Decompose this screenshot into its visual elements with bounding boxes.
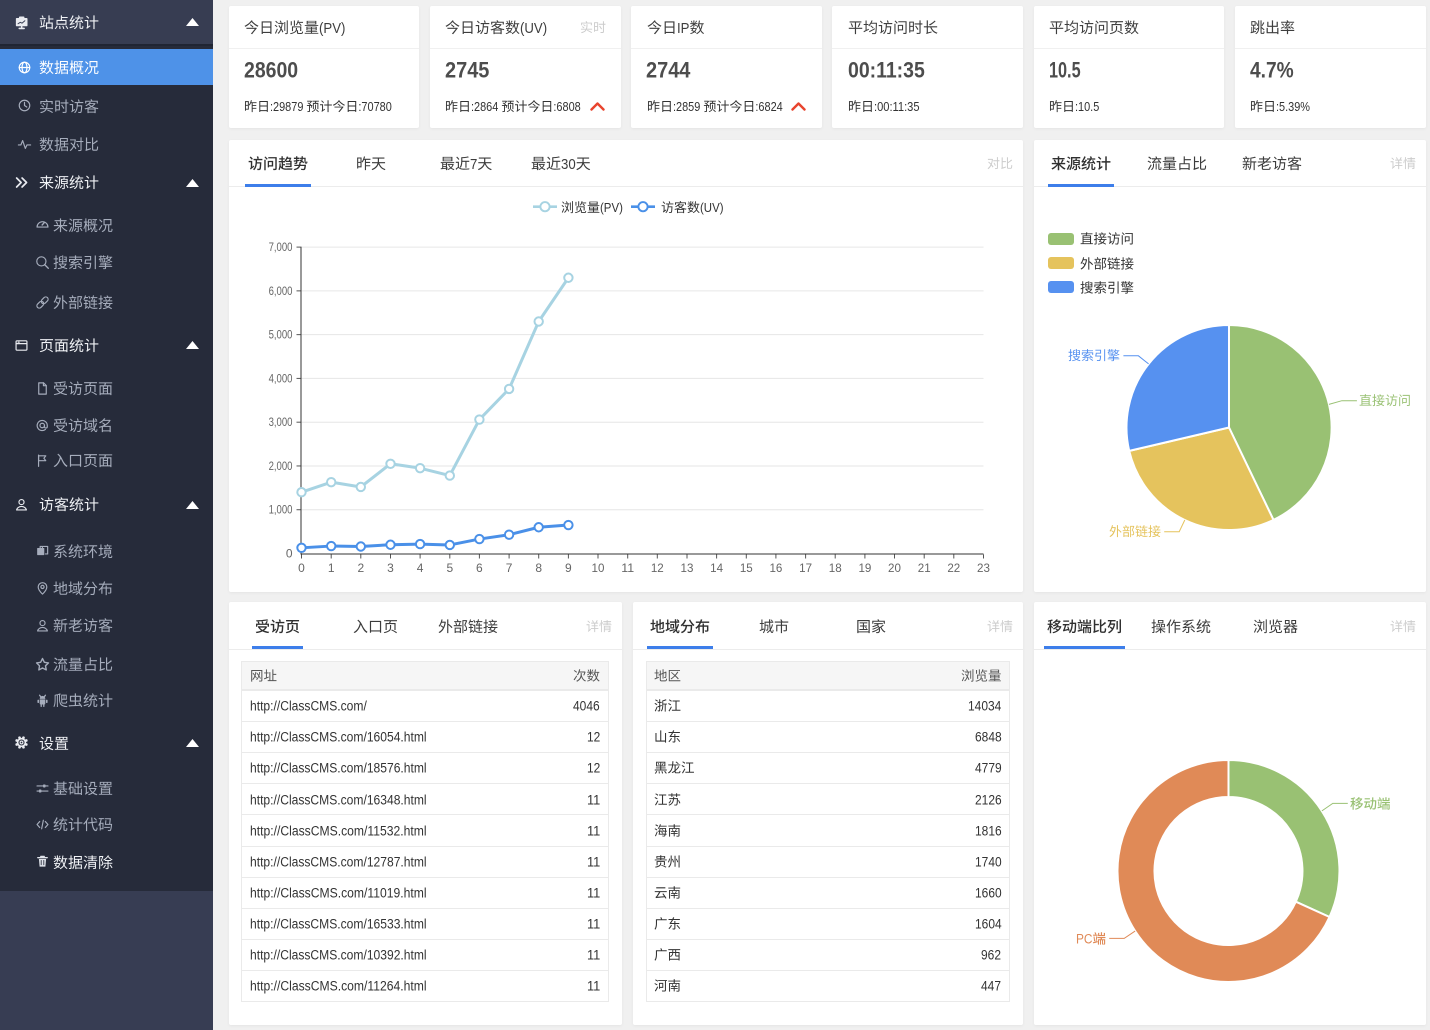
svg-text:2744: 2744 bbox=[646, 58, 691, 83]
svg-text:12: 12 bbox=[587, 761, 600, 776]
svg-text::70780: :70780 bbox=[358, 99, 391, 114]
svg-text::2859: :2859 bbox=[673, 99, 703, 114]
svg-text:11: 11 bbox=[621, 561, 634, 575]
svg-text::6824: :6824 bbox=[755, 99, 782, 114]
svg-text:20: 20 bbox=[888, 561, 901, 575]
svg-text:2,000: 2,000 bbox=[268, 458, 292, 472]
svg-text:IP: IP bbox=[677, 20, 689, 37]
svg-text:14: 14 bbox=[710, 561, 723, 575]
svg-text::2864: :2864 bbox=[471, 99, 501, 114]
svg-text:2126: 2126 bbox=[975, 792, 1002, 807]
svg-text:0: 0 bbox=[298, 561, 305, 575]
svg-text::5.39%: :5.39% bbox=[1276, 99, 1310, 114]
svg-text:11: 11 bbox=[587, 792, 600, 807]
svg-text:19: 19 bbox=[858, 561, 871, 575]
svg-text:4779: 4779 bbox=[975, 761, 1002, 776]
svg-text:6: 6 bbox=[476, 561, 483, 575]
svg-text:PC: PC bbox=[1076, 931, 1093, 946]
svg-text:http://ClassCMS.com/18576.html: http://ClassCMS.com/18576.html bbox=[250, 761, 427, 776]
svg-text:16: 16 bbox=[769, 561, 782, 575]
svg-text:23: 23 bbox=[977, 561, 990, 575]
svg-text:7,000: 7,000 bbox=[268, 240, 292, 254]
svg-text:12: 12 bbox=[650, 561, 663, 575]
svg-text:18: 18 bbox=[828, 561, 841, 575]
svg-text::10.5: :10.5 bbox=[1075, 99, 1099, 114]
svg-text:6848: 6848 bbox=[975, 730, 1002, 745]
svg-text:2: 2 bbox=[357, 561, 364, 575]
svg-text:28600: 28600 bbox=[244, 58, 298, 83]
svg-text:4.7%: 4.7% bbox=[1250, 58, 1294, 83]
svg-text:11: 11 bbox=[587, 947, 600, 962]
svg-text:21: 21 bbox=[917, 561, 930, 575]
svg-text:http://ClassCMS.com/12787.html: http://ClassCMS.com/12787.html bbox=[250, 854, 427, 869]
svg-text:00:11:35: 00:11:35 bbox=[848, 58, 925, 83]
svg-text:(PV): (PV) bbox=[319, 20, 345, 37]
svg-text:1604: 1604 bbox=[975, 916, 1002, 931]
svg-text:11: 11 bbox=[587, 885, 600, 900]
svg-text:11: 11 bbox=[587, 916, 600, 931]
svg-text:3: 3 bbox=[387, 561, 394, 575]
svg-text:10: 10 bbox=[591, 561, 604, 575]
svg-text:22: 22 bbox=[947, 561, 960, 575]
svg-text:10.5: 10.5 bbox=[1049, 58, 1081, 83]
svg-text:9: 9 bbox=[565, 561, 572, 575]
svg-text:4,000: 4,000 bbox=[268, 371, 292, 385]
svg-text:0: 0 bbox=[285, 546, 292, 560]
svg-text:6,000: 6,000 bbox=[268, 283, 292, 297]
svg-text:http://ClassCMS.com/10392.html: http://ClassCMS.com/10392.html bbox=[250, 947, 427, 962]
svg-text:(UV): (UV) bbox=[700, 200, 724, 215]
svg-text:11: 11 bbox=[587, 854, 600, 869]
svg-text:8: 8 bbox=[535, 561, 542, 575]
svg-text:1816: 1816 bbox=[975, 823, 1002, 838]
svg-text:11: 11 bbox=[587, 823, 600, 838]
svg-text::29879: :29879 bbox=[270, 99, 306, 114]
svg-text:1: 1 bbox=[327, 561, 334, 575]
svg-text:1,000: 1,000 bbox=[268, 502, 292, 516]
svg-text:http://ClassCMS.com/11019.html: http://ClassCMS.com/11019.html bbox=[250, 885, 427, 900]
svg-text:http://ClassCMS.com/11264.html: http://ClassCMS.com/11264.html bbox=[250, 978, 427, 993]
svg-text:http://ClassCMS.com/16348.html: http://ClassCMS.com/16348.html bbox=[250, 792, 427, 807]
svg-text:7: 7 bbox=[470, 156, 477, 173]
svg-text:1740: 1740 bbox=[975, 854, 1002, 869]
svg-text:962: 962 bbox=[981, 947, 1001, 962]
svg-text:12: 12 bbox=[587, 730, 600, 745]
svg-text:14034: 14034 bbox=[968, 699, 1002, 714]
svg-text:(PV): (PV) bbox=[600, 200, 623, 215]
svg-text:(UV): (UV) bbox=[520, 20, 547, 37]
svg-text:5: 5 bbox=[446, 561, 453, 575]
svg-text:3,000: 3,000 bbox=[268, 415, 292, 429]
svg-text:17: 17 bbox=[799, 561, 812, 575]
svg-text:15: 15 bbox=[739, 561, 752, 575]
svg-text:4046: 4046 bbox=[573, 699, 600, 714]
svg-text:1660: 1660 bbox=[975, 885, 1002, 900]
svg-text:http://ClassCMS.com/16054.html: http://ClassCMS.com/16054.html bbox=[250, 730, 427, 745]
svg-text:7: 7 bbox=[505, 561, 512, 575]
svg-text:http://ClassCMS.com/: http://ClassCMS.com/ bbox=[250, 699, 367, 714]
svg-text:13: 13 bbox=[680, 561, 693, 575]
svg-text::6808: :6808 bbox=[554, 99, 581, 114]
svg-text:447: 447 bbox=[981, 978, 1001, 993]
svg-text:30: 30 bbox=[561, 156, 576, 173]
svg-text:http://ClassCMS.com/16533.html: http://ClassCMS.com/16533.html bbox=[250, 916, 427, 931]
svg-text:5,000: 5,000 bbox=[268, 327, 292, 341]
svg-text:11: 11 bbox=[587, 978, 600, 993]
svg-text:4: 4 bbox=[416, 561, 423, 575]
svg-text::00:11:35: :00:11:35 bbox=[874, 99, 920, 114]
svg-text:http://ClassCMS.com/11532.html: http://ClassCMS.com/11532.html bbox=[250, 823, 427, 838]
svg-text:2745: 2745 bbox=[445, 58, 489, 83]
